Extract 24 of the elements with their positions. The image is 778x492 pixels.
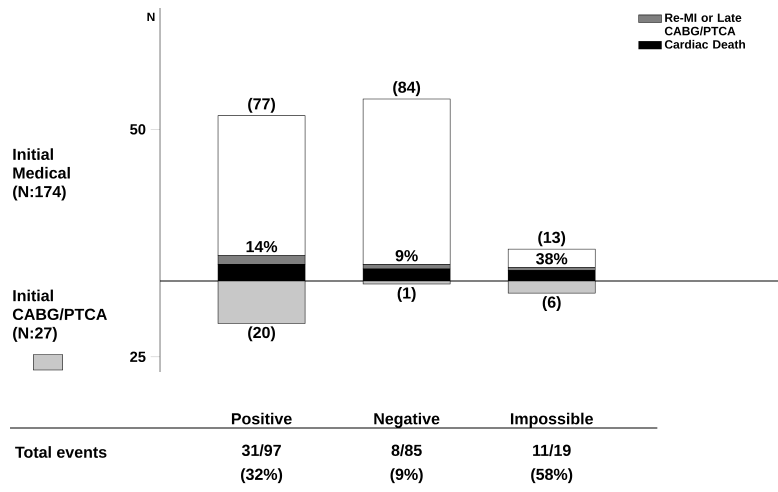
y-tick-label: 25 (130, 352, 146, 362)
annotation: (20) (248, 326, 275, 342)
annotation: 38% (536, 253, 568, 264)
text: Total events (15, 446, 106, 458)
annotation: 9% (396, 250, 418, 262)
x-tick-label: Negative (374, 412, 440, 428)
annotation: (13) (538, 231, 566, 246)
annotation: (84) (393, 81, 420, 96)
text: 31/97 (32%) (241, 444, 282, 484)
legend-label: Cardiac Death (664, 40, 745, 49)
text: 11/19 (58%) (531, 444, 572, 484)
text: Initial CABG/PTCA (N:27) (12, 290, 107, 342)
text: 8/85 (9%) (390, 444, 423, 484)
legend-label: Re-MI or Late CABG/PTCA (664, 14, 742, 36)
y-tick-label: 50 (130, 124, 146, 135)
annotation: (77) (248, 98, 275, 113)
annotation: (1) (398, 286, 416, 302)
x-tick-label: Positive (232, 412, 292, 424)
x-tick-label: Impossible (510, 412, 593, 428)
annotation: (6) (542, 296, 561, 311)
y-axis-title: N (147, 12, 154, 21)
text: Initial Medical (N:174) (13, 148, 70, 201)
bar (362, 98, 450, 265)
annotation: 14% (246, 241, 278, 252)
